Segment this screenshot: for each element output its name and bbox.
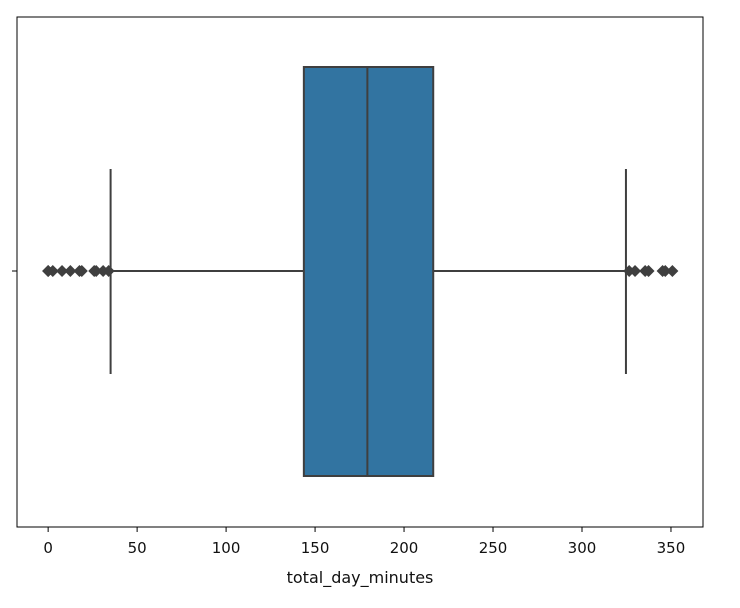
outlier-point xyxy=(56,265,69,277)
x-axis-label: total_day_minutes xyxy=(287,568,434,588)
outlier-point xyxy=(64,265,77,277)
outlier-point xyxy=(102,265,115,277)
x-tick-label: 350 xyxy=(657,539,686,557)
outlier-point xyxy=(46,265,59,277)
x-tick-label: 200 xyxy=(390,539,419,557)
x-tick-label: 250 xyxy=(479,539,508,557)
outlier-point xyxy=(666,265,679,277)
x-axis-ticks: 0 50 100 150 200 250 300 350 xyxy=(43,527,685,557)
outlier-point xyxy=(642,265,655,277)
x-tick-label: 100 xyxy=(212,539,241,557)
x-tick-label: 0 xyxy=(43,539,53,557)
x-tick-label: 300 xyxy=(568,539,597,557)
x-tick-label: 150 xyxy=(301,539,330,557)
axes-frame xyxy=(16,16,704,528)
outlier-point xyxy=(75,265,88,277)
plot-marks xyxy=(42,66,679,477)
box-iqr xyxy=(302,66,435,477)
outlier-point xyxy=(629,265,642,277)
x-tick-label: 50 xyxy=(128,539,147,557)
outlier-point xyxy=(90,265,103,277)
outlier-point xyxy=(659,265,672,277)
